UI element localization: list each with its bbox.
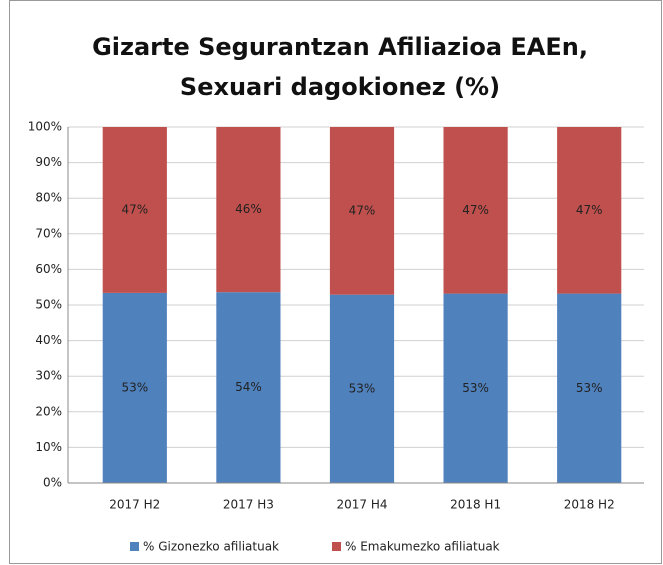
chart-title: Sexuari dagokionez (%) bbox=[180, 73, 500, 101]
bar-segment bbox=[329, 127, 395, 295]
x-tick-label: 2018 H1 bbox=[450, 498, 501, 512]
data-label: 53% bbox=[576, 381, 603, 395]
x-tick-label: 2017 H2 bbox=[109, 498, 160, 512]
legend-swatch bbox=[130, 542, 139, 551]
bar-segment bbox=[329, 294, 395, 483]
bar-segment bbox=[443, 127, 508, 294]
data-label: 46% bbox=[235, 202, 262, 216]
data-label: 53% bbox=[121, 380, 148, 394]
y-tick-label: 10% bbox=[35, 440, 62, 454]
data-label: 47% bbox=[349, 203, 376, 217]
y-tick-label: 30% bbox=[35, 369, 62, 383]
x-tick-label: 2018 H2 bbox=[564, 498, 615, 512]
y-tick-label: 50% bbox=[35, 298, 62, 312]
bar-segment bbox=[102, 292, 167, 483]
y-tick-label: 40% bbox=[35, 333, 62, 347]
y-tick-label: 90% bbox=[35, 155, 62, 169]
legend-label: % Emakumezko afiliatuak bbox=[345, 540, 500, 554]
bar-segment bbox=[443, 293, 508, 483]
x-tick-label: 2017 H3 bbox=[223, 498, 274, 512]
data-label: 54% bbox=[235, 380, 262, 394]
data-label: 53% bbox=[462, 381, 489, 395]
data-label: 47% bbox=[576, 203, 603, 217]
legend-label: % Gizonezko afiliatuak bbox=[143, 540, 279, 554]
bar-segment bbox=[557, 293, 622, 483]
data-label: 47% bbox=[462, 203, 489, 217]
y-tick-label: 0% bbox=[43, 476, 62, 490]
y-tick-label: 70% bbox=[35, 226, 62, 240]
data-label: 47% bbox=[121, 202, 148, 216]
y-tick-label: 60% bbox=[35, 262, 62, 276]
legend-swatch bbox=[332, 542, 341, 551]
y-tick-label: 20% bbox=[35, 404, 62, 418]
bar-segment bbox=[216, 127, 281, 293]
chart-title: Gizarte Segurantzan Afiliazioa EAEn, bbox=[92, 33, 588, 61]
x-tick-label: 2017 H4 bbox=[336, 498, 387, 512]
bar-segment bbox=[557, 127, 622, 294]
data-label: 53% bbox=[349, 381, 376, 395]
bar-segment bbox=[102, 127, 167, 293]
y-tick-label: 100% bbox=[28, 120, 62, 134]
bar-segment bbox=[216, 292, 281, 483]
y-tick-label: 80% bbox=[35, 191, 62, 205]
